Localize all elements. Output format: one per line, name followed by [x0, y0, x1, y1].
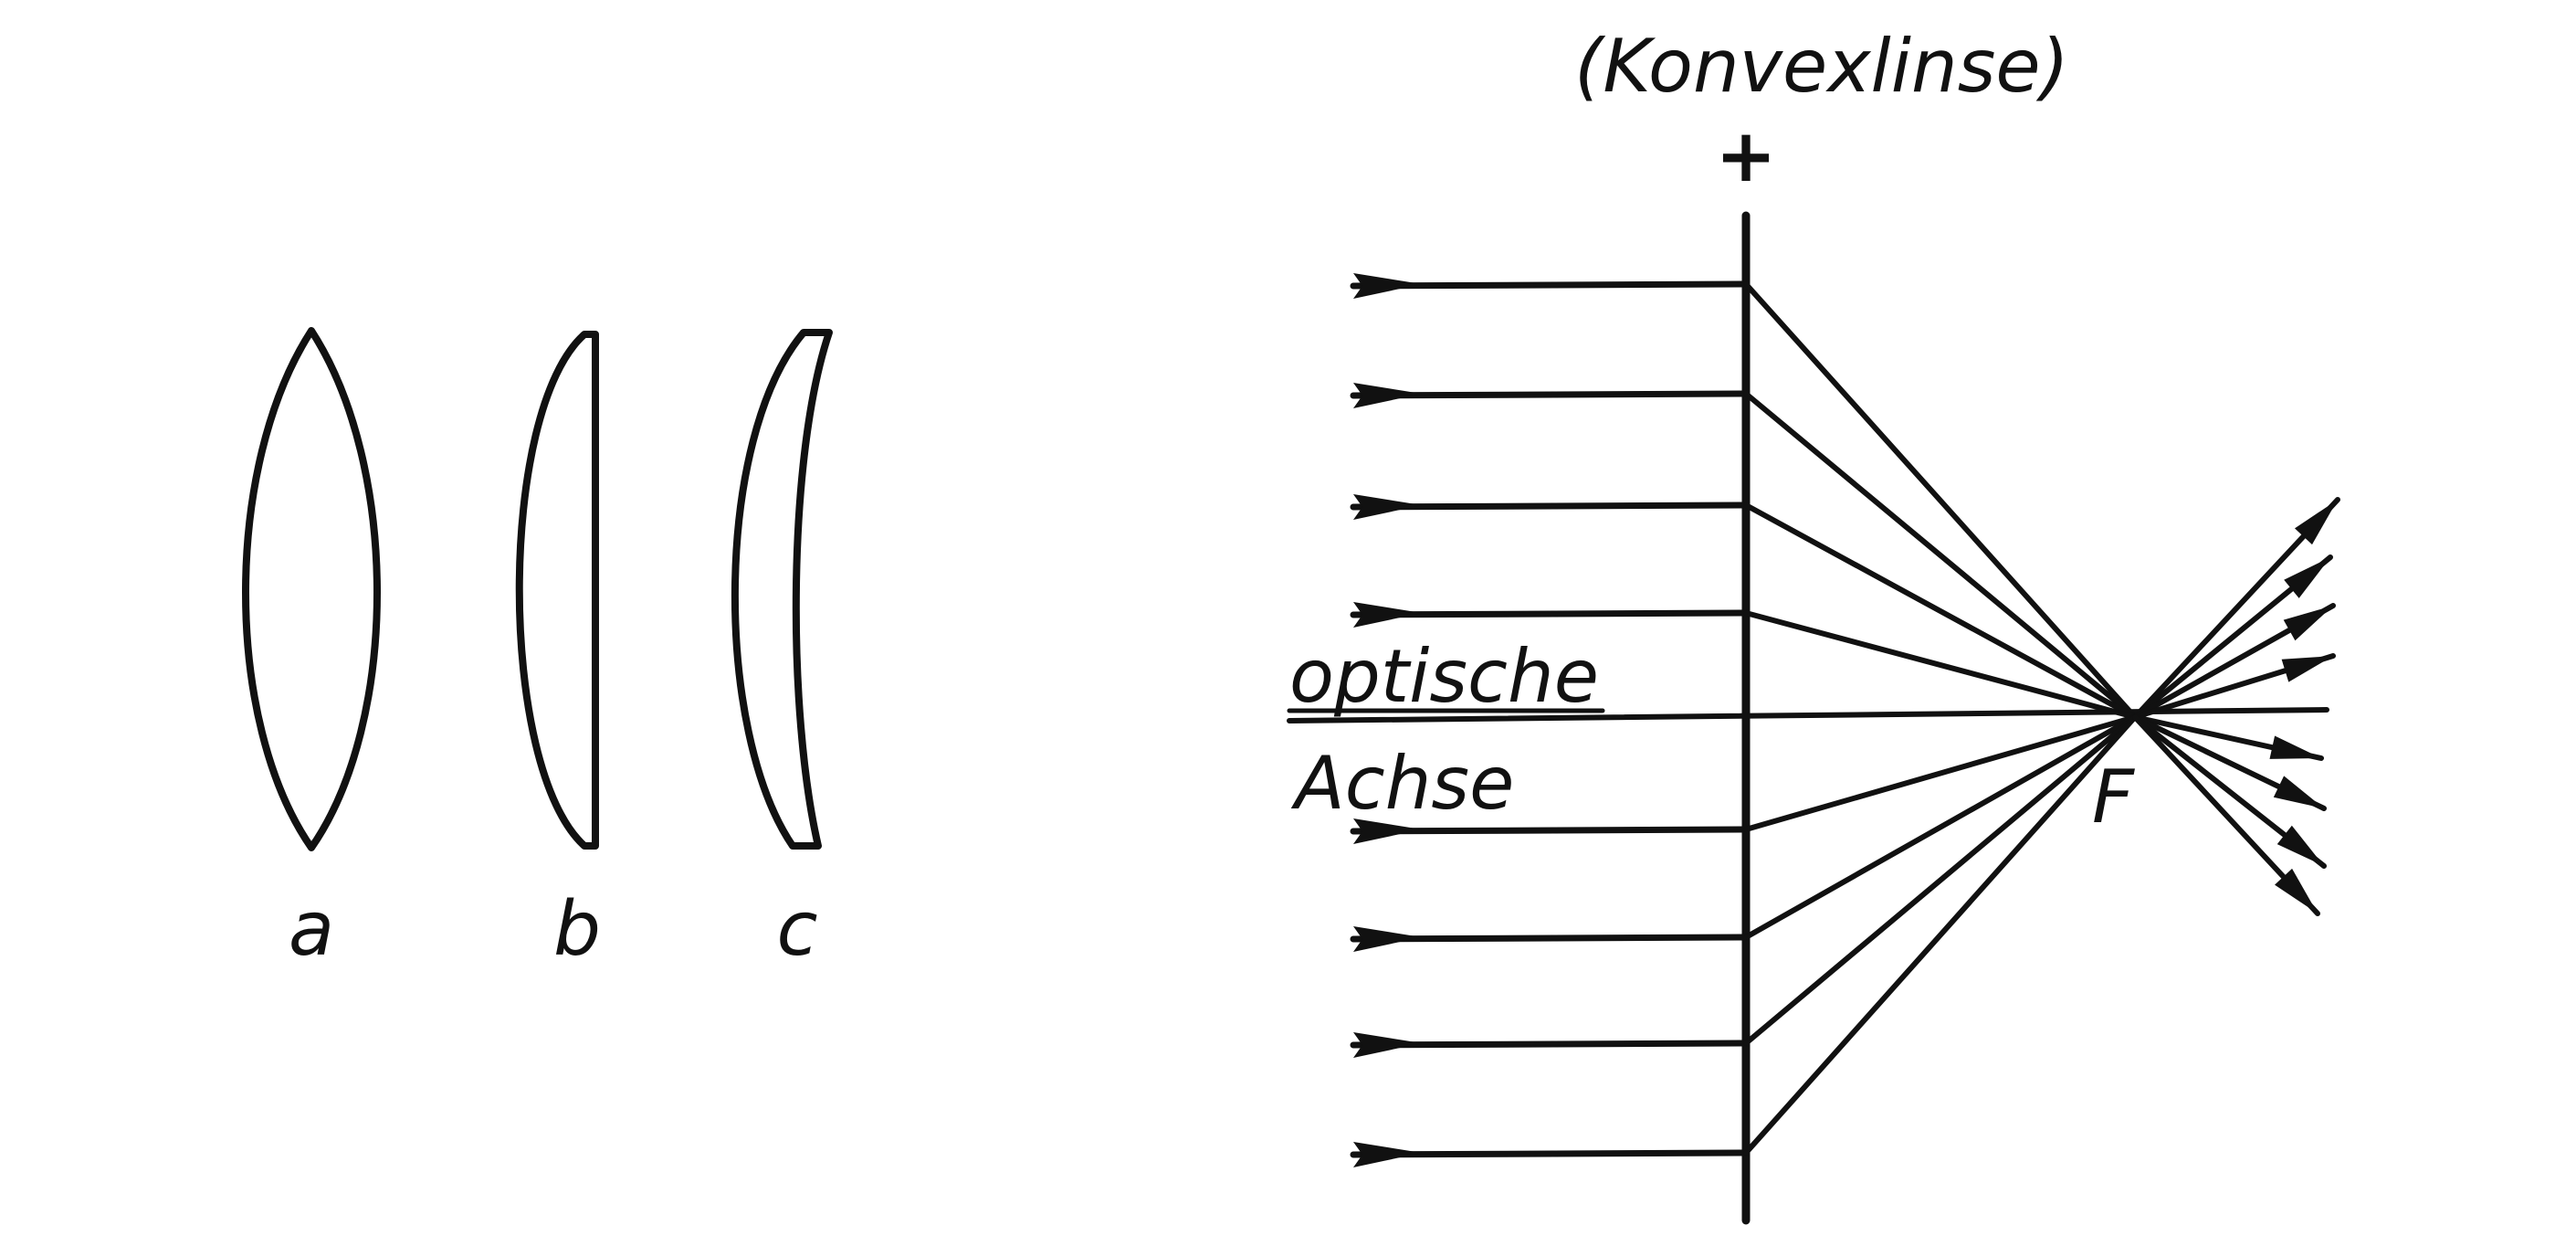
refracted-ray-1	[1743, 281, 2138, 720]
refracted-ray-8	[1743, 714, 2138, 1156]
incoming-ray-arrow-3	[1353, 494, 1422, 520]
refracted-ray-5	[1743, 714, 2138, 832]
concavo-convex-lens	[731, 329, 833, 850]
incoming-ray-2	[1350, 390, 1750, 399]
incoming-ray-arrow-4	[1353, 602, 1422, 628]
incoming-ray-arrow-1	[1353, 273, 1422, 299]
incoming-ray-arrow-8	[1353, 1142, 1422, 1167]
incoming-ray-7	[1350, 1040, 1750, 1049]
lens-label-a: a	[289, 886, 334, 973]
incoming-ray-arrow-6	[1353, 926, 1422, 952]
outgoing-ray-arrow-6	[2273, 776, 2324, 808]
outgoing-ray-arrow-4	[2281, 656, 2333, 682]
refracted-ray-4	[1743, 610, 2138, 720]
lens-label-b: b	[553, 886, 601, 973]
convex-lens-title: (Konvexlinse)	[1574, 24, 2069, 109]
incoming-ray-3	[1350, 502, 1750, 511]
outgoing-ray-arrow-5	[2269, 735, 2321, 759]
refracted-ray-3	[1743, 502, 2138, 720]
incoming-ray-4	[1350, 609, 1750, 618]
optical-axis-label-line2: Achse	[1290, 741, 1514, 826]
outgoing-ray-arrow-8	[2275, 868, 2318, 913]
biconvex-lens	[242, 327, 381, 851]
incoming-ray-arrow-2	[1353, 383, 1422, 408]
incoming-ray-arrow-7	[1353, 1032, 1422, 1058]
incoming-ray-1	[1350, 280, 1750, 290]
incoming-ray-arrow-5	[1353, 818, 1422, 844]
incoming-ray-6	[1350, 934, 1750, 943]
outgoing-ray-arrow-2	[2284, 557, 2330, 598]
outgoing-ray-arrow-3	[2283, 606, 2333, 641]
convex-lens-plus-sign: +	[1715, 113, 1776, 198]
refracted-ray-7	[1743, 714, 2138, 1046]
light-rays	[1350, 273, 2340, 1167]
optical-axis-label-line1: optische	[1289, 634, 1599, 719]
incoming-ray-5	[1350, 826, 1750, 835]
convex-lens-ray-diagram: (Konvexlinse) + optische Achse F	[1287, 24, 2340, 1225]
outgoing-ray-arrow-7	[2276, 825, 2324, 866]
lens-types-group: a b c	[242, 327, 833, 973]
plano-convex-lens	[515, 331, 599, 850]
refracted-ray-2	[1743, 391, 2138, 720]
lens-label-c: c	[776, 886, 817, 973]
focus-label: F	[2092, 755, 2135, 839]
incoming-ray-8	[1350, 1149, 1750, 1158]
refracted-ray-6	[1743, 714, 2138, 940]
outgoing-ray-arrow-1	[2294, 500, 2338, 545]
